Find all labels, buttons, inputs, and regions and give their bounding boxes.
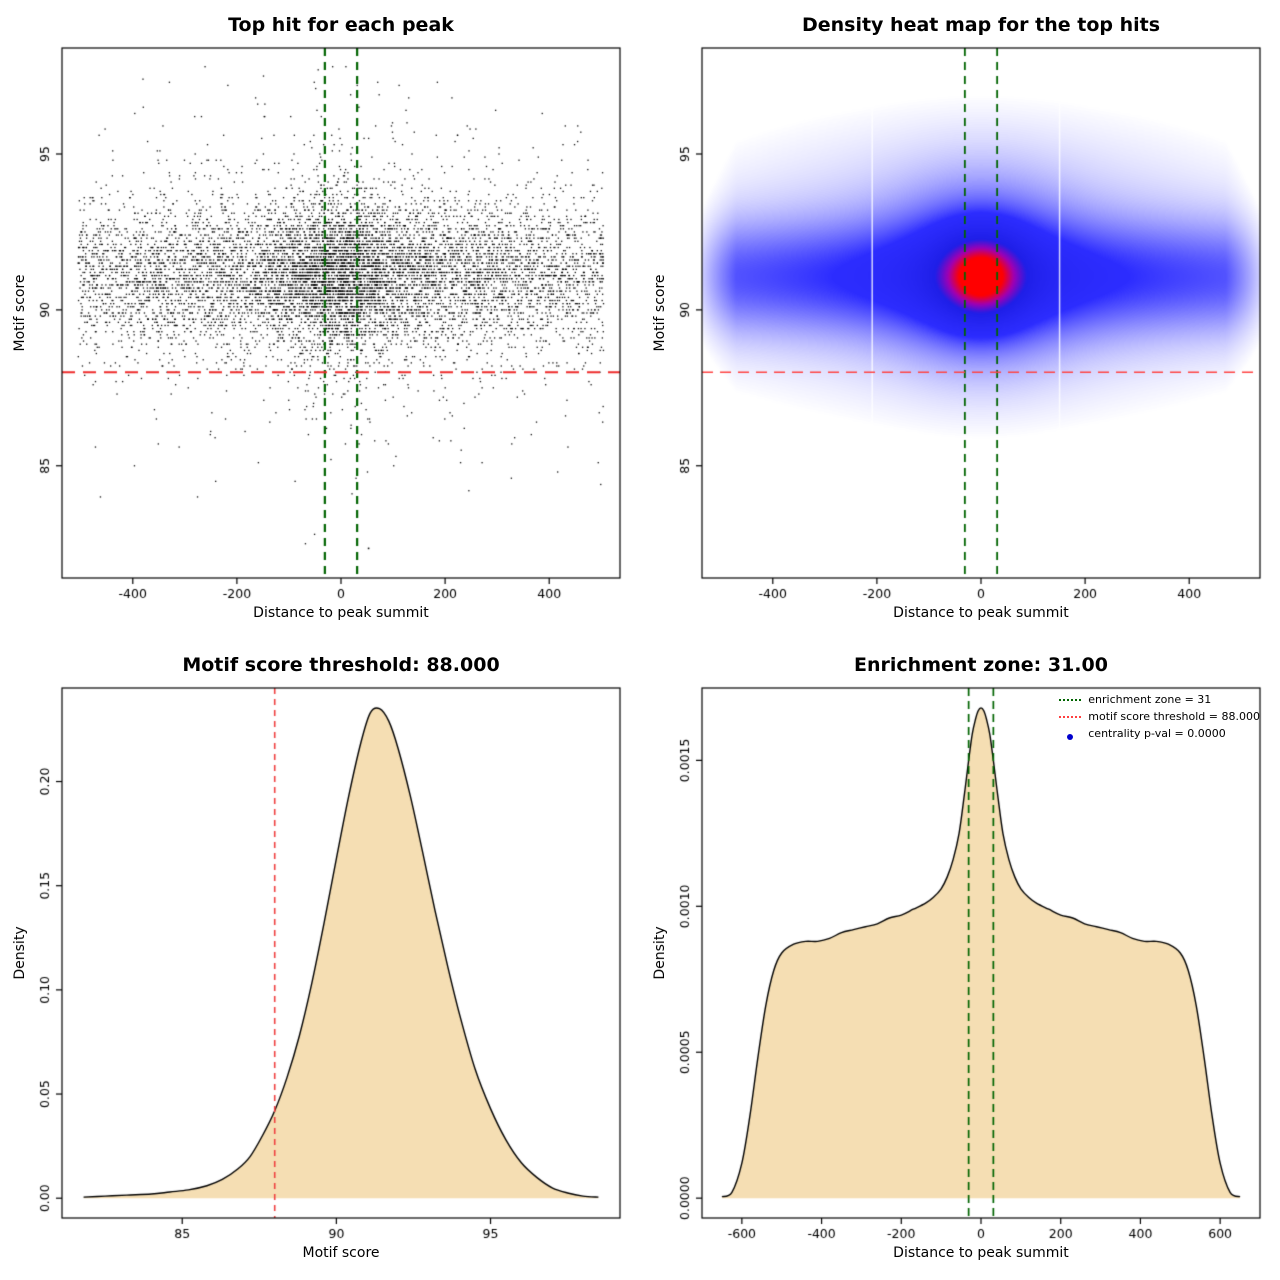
panel-title: Enrichment zone: 31.00 [854, 654, 1108, 676]
y-axis-label: Motif score [12, 274, 28, 352]
y-axis-label: Density [12, 926, 28, 980]
panel-top-hit-scatter: Top hit for each peak Distance to peak s… [0, 0, 640, 640]
red-dotted-line-sample [1059, 715, 1082, 718]
panel-enrichment-zone-density: Enrichment zone: 31.00 Distance to peak … [640, 640, 1280, 1280]
panel-motif-score-density: Motif score threshold: 88.000 Motif scor… [0, 640, 640, 1280]
panel-title: Motif score threshold: 88.000 [182, 654, 500, 676]
legend-label: enrichment zone = 31 [1088, 693, 1212, 706]
panel-title: Density heat map for the top hits [801, 14, 1161, 36]
legend-item-centrality-pval: centrality p-val = 0.0000 [1059, 726, 1260, 741]
y-axis-label: Density [652, 926, 668, 980]
x-axis-label: Distance to peak summit [893, 1245, 1069, 1261]
panel-density-heatmap: Density heat map for the top hits Distan… [640, 0, 1280, 640]
x-axis-label: Motif score [302, 1245, 380, 1261]
x-axis-label: Distance to peak summit [253, 605, 429, 621]
scatter-plot-canvas [0, 0, 640, 640]
green-dotted-line-sample [1059, 698, 1082, 701]
x-axis-label: Distance to peak summit [893, 605, 1069, 621]
heatmap-canvas [640, 0, 1280, 640]
y-axis-label: Motif score [652, 274, 668, 352]
legend-item-enrichment-zone: enrichment zone = 31 [1059, 692, 1260, 707]
legend-label: centrality p-val = 0.0000 [1088, 727, 1226, 740]
panel-title: Top hit for each peak [228, 14, 454, 36]
score-density-canvas [0, 640, 640, 1280]
plot-legend: enrichment zone = 31 motif score thresho… [1059, 692, 1260, 743]
distance-density-canvas [640, 640, 1280, 1280]
legend-label: motif score threshold = 88.000 [1088, 710, 1260, 723]
legend-item-motif-score-threshold: motif score threshold = 88.000 [1059, 709, 1260, 724]
